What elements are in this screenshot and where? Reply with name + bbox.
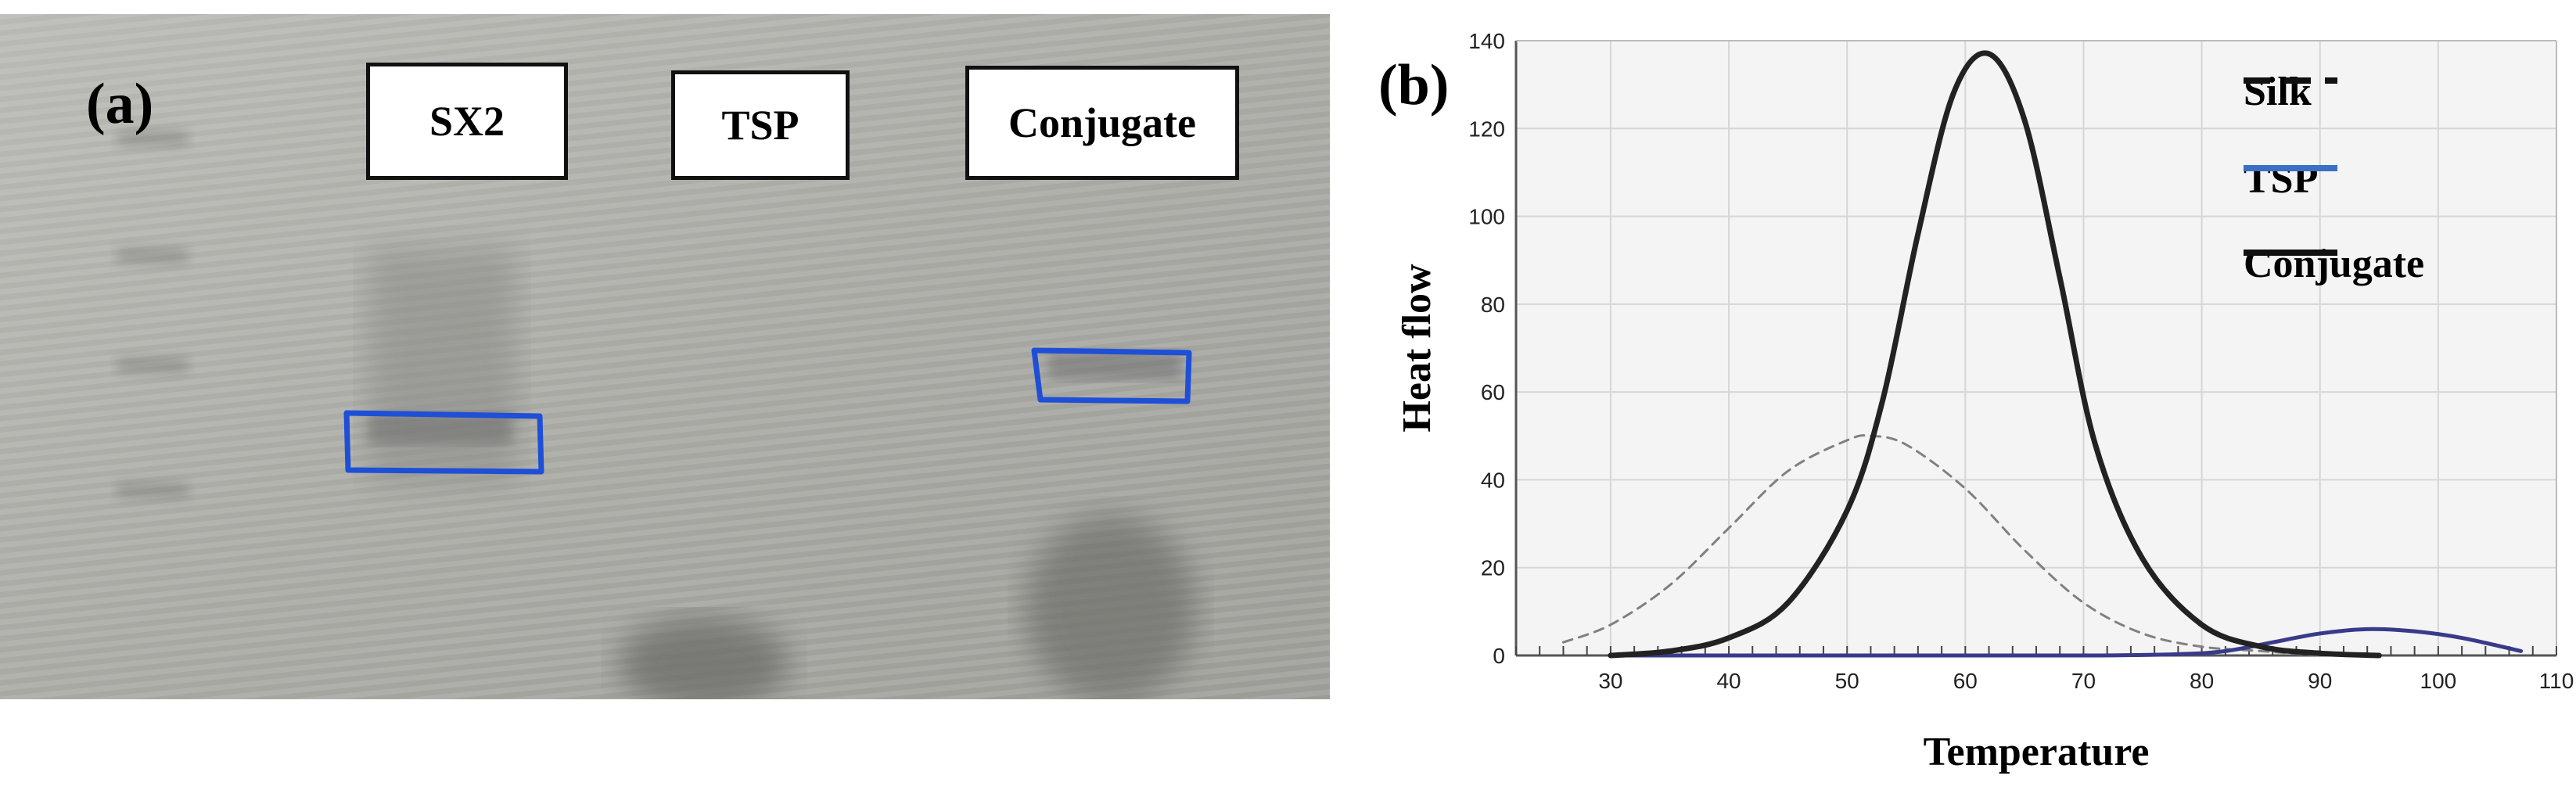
series-lines [1561, 50, 2524, 659]
legend-label-conjugate: Conjugate [2244, 242, 2425, 286]
legend-conjugate: Conjugate [2244, 241, 2424, 287]
conjugate-band-highlight [1031, 347, 1192, 404]
legend-swatch-silk [2244, 77, 2337, 84]
x-tick-label-90: 90 [2308, 669, 2332, 693]
x-tick-label-110: 110 [2539, 669, 2574, 693]
x-tick-label-100: 100 [2420, 669, 2457, 693]
legend-swatch-tsp [2244, 165, 2337, 171]
sx2-band-highlight [343, 410, 544, 475]
y-tick-label-0: 0 [1493, 644, 1505, 668]
x-axis-label: Temperature [1924, 730, 2150, 774]
x-tick-label-40: 40 [1716, 669, 1741, 693]
conjugate-band [1048, 350, 1181, 380]
y-tick-label-140: 140 [1468, 29, 1505, 53]
tick-labels: 30 40 50 60 70 80 90 100 110 0 20 40 60 80 100 120 140 [1468, 29, 2574, 693]
lane-label-tsp: TSP [671, 70, 850, 180]
y-tick-label-40: 40 [1481, 468, 1505, 492]
panel-a-label: (a) [86, 72, 154, 136]
legend-tsp: TSP [2244, 156, 2337, 203]
sx2-smear [368, 249, 516, 483]
ladder-smudges [117, 131, 188, 497]
plot-area [1516, 41, 2556, 655]
y-tick-label-60: 60 [1481, 380, 1505, 404]
x-tick-label-30: 30 [1598, 669, 1622, 693]
series-line-tsp [1608, 627, 2524, 658]
dsc-chart: 30 40 50 60 70 80 90 100 110 0 20 40 60 80 100 120 140 T… [1395, 29, 2574, 774]
legend-label-tsp: TSP [2244, 157, 2319, 202]
y-tick-label-120: 120 [1468, 117, 1505, 141]
gel-photo-panel: (a) SX2 TSP Conjugate [0, 14, 1330, 704]
lane-label-conjugate: Conjugate [965, 66, 1239, 180]
y-tick-label-100: 100 [1468, 205, 1505, 229]
lane-label-sx2: SX2 [366, 63, 568, 180]
y-axis-label: Heat flow [1395, 264, 1439, 433]
y-tick-label-80: 80 [1481, 293, 1505, 317]
panel-b-label: (b) [1378, 53, 1450, 117]
x-tick-label-50: 50 [1835, 669, 1859, 693]
series-line-conjugate [1608, 50, 2382, 659]
x-tick-label-80: 80 [2190, 669, 2214, 693]
legend-label-silk: Silk [2244, 70, 2312, 114]
tsp-well-smudge [618, 616, 790, 704]
legend-swatch-conjugate [2244, 250, 2337, 256]
dsc-chart-panel: (b) 30 40 50 60 70 80 90 100 110 0 20 40 60 80 100 120 1… [1330, 0, 2576, 790]
y-tick-label-20: 20 [1481, 556, 1505, 580]
conjugate-well-smudge [1025, 515, 1197, 702]
series-line-silk [1561, 434, 2322, 657]
legend-silk: Silk [2244, 69, 2337, 115]
x-tick-label-60: 60 [1953, 669, 1978, 693]
sx2-band [368, 413, 512, 444]
x-tick-label-70: 70 [2071, 669, 2096, 693]
